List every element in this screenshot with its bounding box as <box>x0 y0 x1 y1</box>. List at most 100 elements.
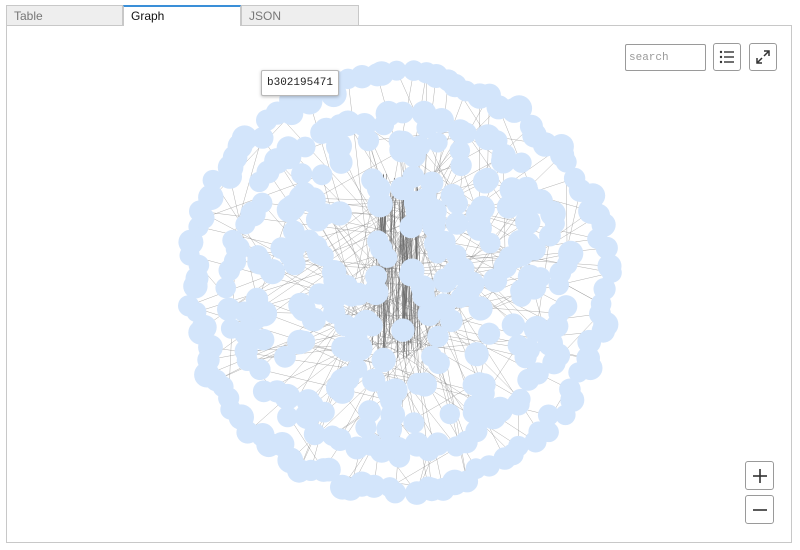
graph-node[interactable] <box>251 192 273 214</box>
graph-node[interactable] <box>555 404 576 426</box>
graph-node[interactable] <box>478 322 501 345</box>
graph-node[interactable] <box>345 436 369 460</box>
graph-node[interactable] <box>276 136 300 160</box>
graph-node[interactable] <box>404 432 430 457</box>
zoom-in-button[interactable] <box>745 461 774 490</box>
graph-node[interactable] <box>293 330 316 353</box>
graph-node[interactable] <box>405 481 429 505</box>
graph-node[interactable] <box>555 151 577 173</box>
graph-node[interactable] <box>357 129 380 152</box>
graph-node[interactable] <box>361 168 384 191</box>
graph-node[interactable] <box>234 339 258 363</box>
graph-node[interactable] <box>446 192 468 215</box>
graph-node[interactable] <box>455 122 477 144</box>
graph-node[interactable] <box>308 283 330 305</box>
graph-node[interactable] <box>439 403 460 425</box>
graph-node[interactable] <box>291 163 313 185</box>
graph-node[interactable] <box>252 380 275 403</box>
graph-node[interactable] <box>231 125 258 151</box>
tab-json[interactable]: JSON <box>241 5 359 25</box>
graph-node[interactable] <box>322 425 343 446</box>
graph-node[interactable] <box>363 279 389 306</box>
graph-node[interactable] <box>390 139 413 161</box>
graph-node[interactable] <box>215 277 236 299</box>
graph-node[interactable] <box>412 372 437 397</box>
network-graph[interactable] <box>7 26 791 542</box>
graph-node[interactable] <box>335 336 361 362</box>
graph-node[interactable] <box>371 347 396 373</box>
graph-node[interactable] <box>340 282 364 307</box>
graph-node[interactable] <box>517 264 542 289</box>
graph-node[interactable] <box>517 338 540 361</box>
graph-node[interactable] <box>220 318 242 339</box>
graph-node[interactable] <box>259 259 285 285</box>
graph-node[interactable] <box>403 412 425 434</box>
graph-node[interactable] <box>358 400 381 423</box>
graph-node[interactable] <box>391 101 414 124</box>
graph-node[interactable] <box>409 135 431 157</box>
graph-node[interactable] <box>446 436 467 457</box>
graph-node[interactable] <box>539 224 561 247</box>
graph-node[interactable] <box>288 185 315 211</box>
graph-node[interactable] <box>327 201 352 226</box>
graph-node[interactable] <box>511 152 532 173</box>
graph-node[interactable] <box>252 328 275 351</box>
fullscreen-button[interactable] <box>749 43 777 71</box>
graph-node[interactable] <box>432 293 456 317</box>
graph-node[interactable] <box>468 206 491 229</box>
graph-node[interactable] <box>274 345 296 368</box>
graph-node[interactable] <box>511 286 532 307</box>
graph-node[interactable] <box>311 164 333 186</box>
graph-node[interactable] <box>334 314 357 337</box>
graph-node[interactable] <box>506 95 533 122</box>
graph-node[interactable] <box>501 313 526 337</box>
graph-node[interactable] <box>329 368 356 394</box>
graph-node[interactable] <box>427 325 449 348</box>
graph-node[interactable] <box>391 318 415 342</box>
graph-node[interactable] <box>452 257 475 280</box>
graph-node[interactable] <box>278 242 304 267</box>
graph-node[interactable] <box>537 404 560 426</box>
search-input[interactable] <box>625 44 706 71</box>
graph-node[interactable] <box>410 275 435 300</box>
graph-node[interactable] <box>505 246 528 269</box>
graph-node[interactable] <box>353 309 380 336</box>
graph-node[interactable] <box>427 132 448 153</box>
graph-node[interactable] <box>251 127 274 149</box>
graph-node[interactable] <box>449 140 471 161</box>
graph-node[interactable] <box>496 195 521 219</box>
graph-node[interactable] <box>568 362 589 383</box>
graph-node[interactable] <box>473 169 498 194</box>
graph-node[interactable] <box>429 108 454 133</box>
graph-node[interactable] <box>454 281 480 307</box>
graph-node[interactable] <box>491 148 516 174</box>
graph-node[interactable] <box>277 406 299 428</box>
graph-node[interactable] <box>305 207 330 232</box>
graph-node[interactable] <box>420 206 447 232</box>
graph-node[interactable] <box>307 241 331 265</box>
graph-node[interactable] <box>514 191 540 216</box>
graph-node[interactable] <box>517 368 540 391</box>
graph-node[interactable] <box>217 297 241 322</box>
graph-node[interactable] <box>294 136 316 158</box>
graph-node[interactable] <box>367 191 393 218</box>
zoom-out-button[interactable] <box>745 495 774 524</box>
graph-node[interactable] <box>483 268 508 293</box>
graph-node[interactable] <box>301 307 326 332</box>
list-button[interactable] <box>713 43 741 71</box>
tab-table[interactable]: Table <box>6 5 123 25</box>
graph-node[interactable] <box>515 209 541 235</box>
graph-node[interactable] <box>245 287 269 311</box>
graph-node[interactable] <box>445 212 469 235</box>
graph-node[interactable] <box>524 430 547 453</box>
graph-node[interactable] <box>330 474 355 500</box>
graph-node[interactable] <box>247 245 269 267</box>
graph-node[interactable] <box>427 351 450 375</box>
graph-node[interactable] <box>326 133 352 159</box>
graph-node[interactable] <box>380 389 403 412</box>
graph-node[interactable] <box>377 247 398 268</box>
graph-node[interactable] <box>222 229 244 251</box>
graph-node[interactable] <box>435 230 456 252</box>
graph-node[interactable] <box>464 342 489 367</box>
graph-node[interactable] <box>420 171 444 195</box>
